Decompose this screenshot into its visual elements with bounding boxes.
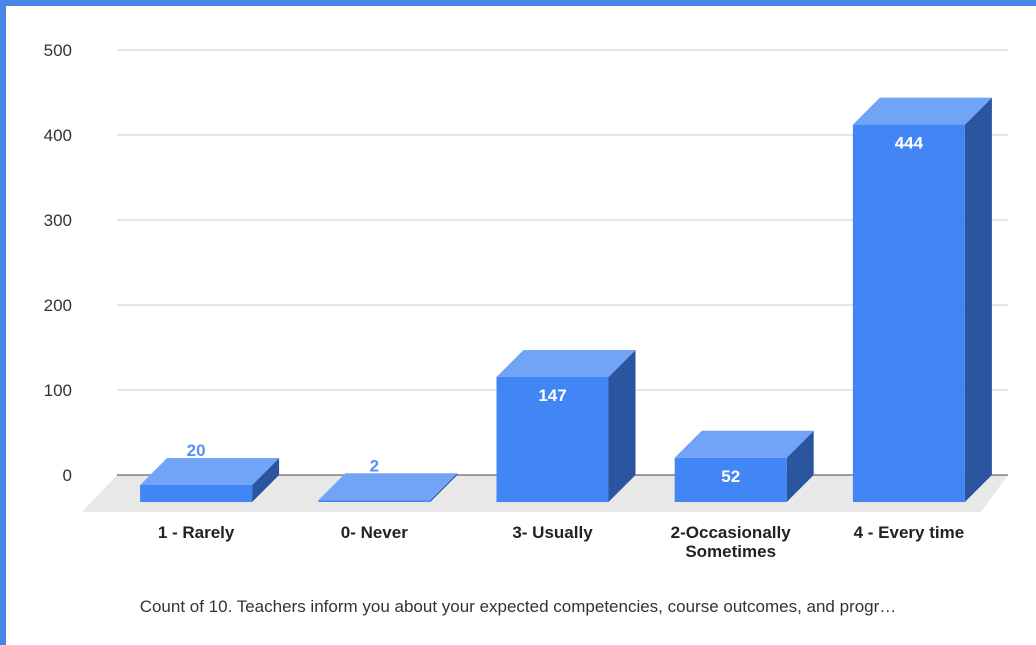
y-tick-label: 100 bbox=[44, 381, 72, 400]
y-tick-label: 400 bbox=[44, 126, 72, 145]
x-tick-label: 2-Occasionally Sometimes bbox=[670, 523, 791, 561]
bar-top bbox=[496, 350, 636, 378]
bar-top bbox=[852, 97, 992, 125]
bar bbox=[496, 350, 636, 502]
data-label: 2 bbox=[370, 456, 379, 475]
y-tick-label: 0 bbox=[63, 466, 72, 485]
data-label: 147 bbox=[538, 386, 566, 405]
bar-side bbox=[608, 350, 636, 502]
x-tick-label: 0- Never bbox=[340, 523, 408, 542]
bar-side bbox=[430, 473, 458, 502]
bar-front bbox=[496, 377, 609, 502]
bar-top bbox=[140, 458, 280, 485]
data-label: 444 bbox=[895, 134, 924, 153]
data-label: 52 bbox=[721, 467, 740, 486]
bar bbox=[674, 430, 814, 502]
bar-front bbox=[140, 485, 253, 502]
y-tick-label: 200 bbox=[44, 296, 72, 315]
bar-front bbox=[318, 500, 431, 502]
bar-top bbox=[318, 473, 458, 501]
y-tick-label: 500 bbox=[44, 41, 72, 60]
bar bbox=[852, 97, 992, 502]
bar-front bbox=[674, 457, 787, 502]
bar bbox=[318, 473, 458, 502]
x-axis-label: Count of 10. Teachers inform you about y… bbox=[139, 597, 897, 616]
x-tick-label: 4 - Every time bbox=[853, 523, 965, 542]
x-tick-label: 3- Usually bbox=[512, 523, 593, 542]
bar-side bbox=[786, 430, 814, 502]
bar bbox=[140, 458, 280, 502]
y-tick-label: 300 bbox=[44, 211, 72, 230]
bar-side bbox=[964, 97, 992, 502]
data-label: 20 bbox=[187, 441, 206, 460]
x-tick-label: 1 - Rarely bbox=[157, 523, 235, 542]
bar-side bbox=[252, 458, 280, 502]
bar-front bbox=[852, 124, 965, 502]
bar-top bbox=[674, 430, 814, 458]
